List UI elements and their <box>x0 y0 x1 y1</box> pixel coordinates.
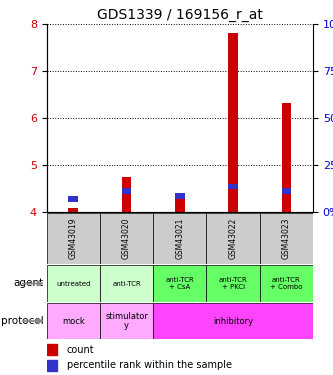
Bar <box>260 265 313 302</box>
Bar <box>175 194 184 212</box>
Bar <box>69 196 78 202</box>
Bar <box>69 208 78 212</box>
Text: stimulator
y: stimulator y <box>105 312 148 330</box>
Title: GDS1339 / 169156_r_at: GDS1339 / 169156_r_at <box>97 8 263 22</box>
Text: GSM43019: GSM43019 <box>69 218 78 259</box>
Text: percentile rank within the sample: percentile rank within the sample <box>67 360 231 370</box>
Bar <box>282 103 291 212</box>
Text: agent: agent <box>14 279 44 288</box>
Bar <box>47 360 57 370</box>
Bar <box>47 344 57 355</box>
Bar <box>100 303 153 339</box>
Text: GSM43020: GSM43020 <box>122 218 131 259</box>
Bar <box>153 303 313 339</box>
Text: mock: mock <box>62 316 85 326</box>
Bar <box>122 177 131 212</box>
Bar <box>206 213 260 264</box>
Text: protocol: protocol <box>1 316 44 326</box>
Text: anti-TCR
+ Combo: anti-TCR + Combo <box>270 277 303 290</box>
Text: untreated: untreated <box>56 280 91 286</box>
Bar <box>206 265 260 302</box>
Text: inhibitory: inhibitory <box>213 316 253 326</box>
Bar <box>122 188 131 194</box>
Bar <box>175 193 184 199</box>
Bar <box>153 265 206 302</box>
Text: count: count <box>67 345 94 354</box>
Bar <box>282 188 291 194</box>
Bar <box>260 213 313 264</box>
Text: anti-TCR
+ PKCi: anti-TCR + PKCi <box>219 277 247 290</box>
Text: anti-TCR
+ CsA: anti-TCR + CsA <box>166 277 194 290</box>
Bar <box>100 265 153 302</box>
Bar <box>228 184 238 189</box>
Bar <box>228 33 238 212</box>
Text: anti-TCR: anti-TCR <box>112 280 141 286</box>
Text: GSM43021: GSM43021 <box>175 218 184 259</box>
Bar <box>153 213 206 264</box>
Bar <box>47 303 100 339</box>
Bar <box>100 213 153 264</box>
Text: GSM43022: GSM43022 <box>228 218 238 259</box>
Bar <box>47 265 100 302</box>
Bar <box>47 213 100 264</box>
Text: GSM43023: GSM43023 <box>282 218 291 259</box>
